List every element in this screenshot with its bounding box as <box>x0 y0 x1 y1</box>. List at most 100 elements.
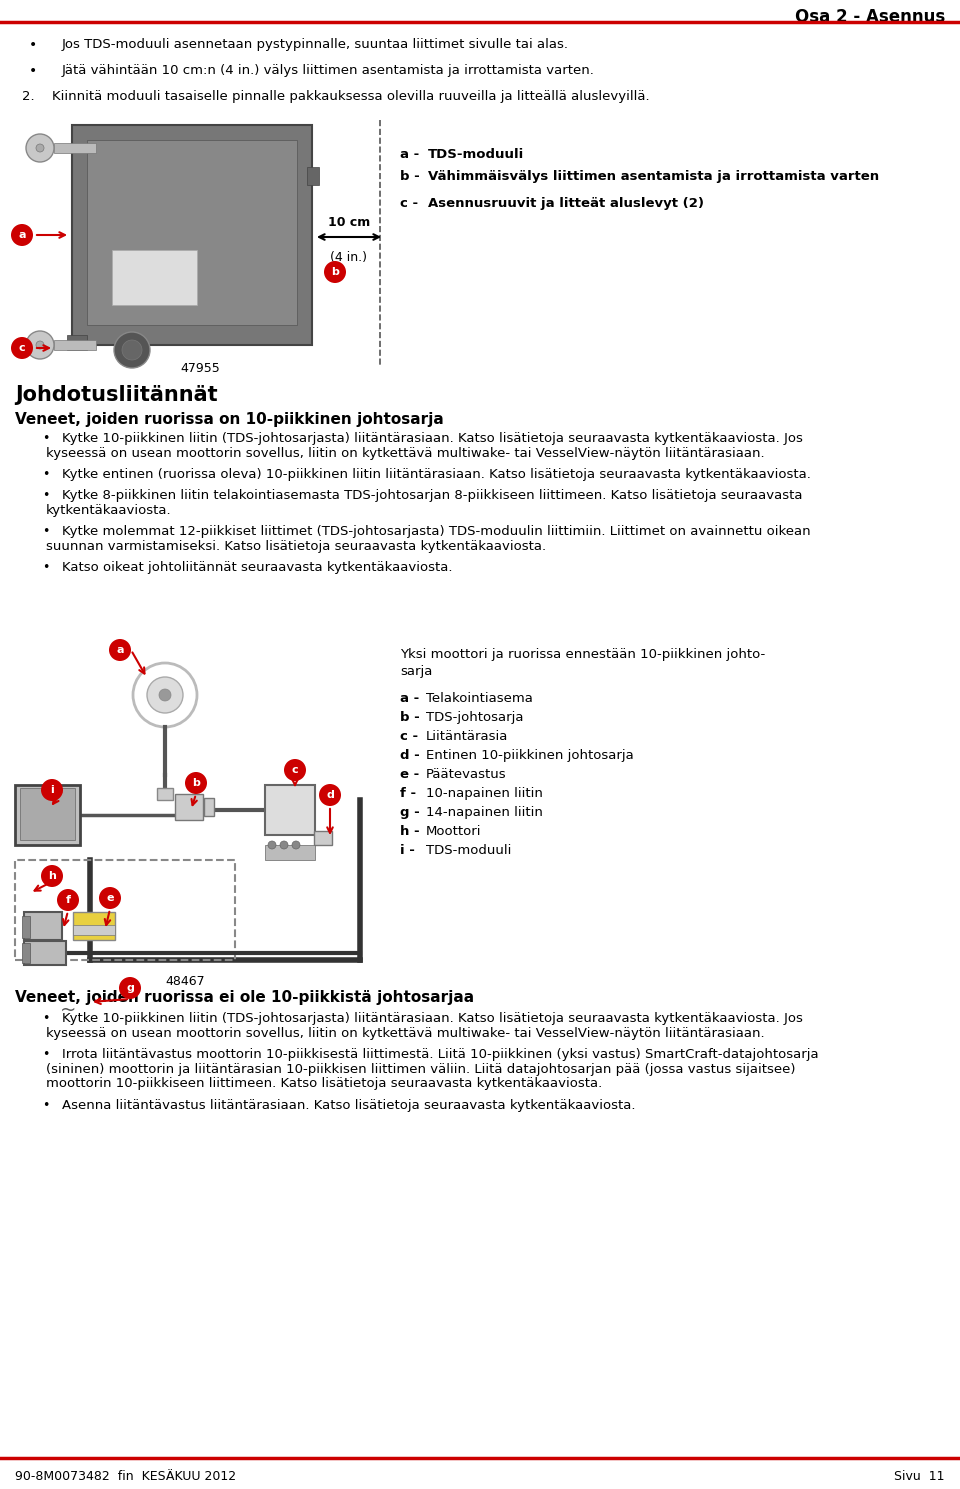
Text: b -: b - <box>400 170 420 183</box>
Text: c -: c - <box>400 730 419 743</box>
Bar <box>307 167 319 185</box>
Bar <box>24 941 66 965</box>
Text: •: • <box>42 468 50 481</box>
Text: i -: i - <box>400 844 415 858</box>
Text: •: • <box>42 1099 50 1111</box>
Text: Katso oikeat johtoliitännät seuraavasta kytkentäkaaviosta.: Katso oikeat johtoliitännät seuraavasta … <box>62 561 452 575</box>
Text: •: • <box>42 526 50 539</box>
Bar <box>204 798 214 816</box>
Circle shape <box>292 841 300 849</box>
Text: f -: f - <box>400 788 416 800</box>
Bar <box>87 140 297 325</box>
Text: 47955: 47955 <box>180 362 220 375</box>
Text: 90-8M0073482  fin  KESÄKUU 2012: 90-8M0073482 fin KESÄKUU 2012 <box>15 1470 236 1483</box>
Text: a: a <box>18 229 26 240</box>
Circle shape <box>109 639 131 661</box>
Text: a: a <box>116 645 124 655</box>
Text: b: b <box>192 777 200 788</box>
Circle shape <box>319 785 341 806</box>
Circle shape <box>114 332 150 368</box>
Text: 10 cm: 10 cm <box>328 216 371 229</box>
Text: b -: b - <box>400 712 420 724</box>
Text: Osa 2 - Asennus: Osa 2 - Asennus <box>795 7 945 25</box>
Circle shape <box>284 759 306 782</box>
Text: suunnan varmistamiseksi. Katso lisätietoja seuraavasta kytkentäkaaviosta.: suunnan varmistamiseksi. Katso lisätieto… <box>46 541 546 552</box>
Text: d: d <box>326 791 334 800</box>
Text: d -: d - <box>400 749 420 762</box>
Text: •: • <box>42 432 50 445</box>
Text: Yksi moottori ja ruorissa ennestään 10-piikkinen johto-: Yksi moottori ja ruorissa ennestään 10-p… <box>400 648 765 661</box>
Bar <box>175 794 203 820</box>
Text: kyseessä on usean moottorin sovellus, liitin on kytkettävä multiwake- tai Vessel: kyseessä on usean moottorin sovellus, li… <box>46 447 764 460</box>
Bar <box>72 125 312 345</box>
Bar <box>314 831 332 844</box>
Text: Entinen 10-piikkinen johtosarja: Entinen 10-piikkinen johtosarja <box>426 749 634 762</box>
Text: Veneet, joiden ruorissa ei ole 10-piikkistä johtosarjaa: Veneet, joiden ruorissa ei ole 10-piikki… <box>15 990 474 1005</box>
Text: 14-napainen liitin: 14-napainen liitin <box>426 806 542 819</box>
Circle shape <box>57 889 79 911</box>
Text: kytkentäkaaviosta.: kytkentäkaaviosta. <box>46 503 172 517</box>
Circle shape <box>26 134 54 162</box>
Bar <box>67 335 87 350</box>
Bar <box>265 785 315 835</box>
Bar <box>22 943 30 963</box>
Circle shape <box>268 841 276 849</box>
Bar <box>157 788 173 800</box>
Text: f: f <box>65 895 70 905</box>
Text: Veneet, joiden ruorissa on 10-piikkinen johtosarja: Veneet, joiden ruorissa on 10-piikkinen … <box>15 412 444 427</box>
Text: e: e <box>107 893 113 902</box>
Text: Liitäntärasia: Liitäntärasia <box>426 730 509 743</box>
Circle shape <box>119 977 141 999</box>
Text: Irrota liitäntävastus moottorin 10-piikkisestä liittimestä. Liitä 10-piikkinen (: Irrota liitäntävastus moottorin 10-piikk… <box>62 1048 819 1062</box>
Text: Jätä vähintään 10 cm:n (4 in.) välys liittimen asentamista ja irrottamista varte: Jätä vähintään 10 cm:n (4 in.) välys lii… <box>62 64 595 77</box>
Circle shape <box>11 223 33 246</box>
Text: •: • <box>29 64 37 77</box>
Circle shape <box>41 779 63 801</box>
Circle shape <box>122 339 142 360</box>
Text: moottorin 10-piikkiseen liittimeen. Katso lisätietoja seuraavasta kytkentäkaavio: moottorin 10-piikkiseen liittimeen. Kats… <box>46 1077 602 1090</box>
Text: Asenna liitäntävastus liitäntärasiaan. Katso lisätietoja seuraavasta kytkentäkaa: Asenna liitäntävastus liitäntärasiaan. K… <box>62 1099 636 1111</box>
Circle shape <box>36 341 44 348</box>
Bar <box>73 925 115 935</box>
Bar <box>54 143 96 153</box>
Text: •: • <box>29 39 37 52</box>
Text: Kytke 8-piikkinen liitin telakointiasemasta TDS-johtosarjan 8-piikkiseen liittim: Kytke 8-piikkinen liitin telakointiasema… <box>62 490 803 502</box>
Text: Sivu  11: Sivu 11 <box>895 1470 945 1483</box>
Text: TDS-moduuli: TDS-moduuli <box>428 147 524 161</box>
Circle shape <box>147 677 183 713</box>
Bar <box>112 250 197 305</box>
Text: kyseessä on usean moottorin sovellus, liitin on kytkettävä multiwake- tai Vessel: kyseessä on usean moottorin sovellus, li… <box>46 1026 764 1039</box>
Text: Jos TDS-moduuli asennetaan pystypinnalle, suuntaa liittimet sivulle tai alas.: Jos TDS-moduuli asennetaan pystypinnalle… <box>62 39 569 51</box>
Text: Johdotusliitännät: Johdotusliitännät <box>15 386 218 405</box>
Text: Telakointiasema: Telakointiasema <box>426 692 533 704</box>
Bar <box>15 861 235 960</box>
Bar <box>24 911 62 940</box>
Text: •: • <box>42 561 50 575</box>
Text: Asennusruuvit ja litteät aluslevyt (2): Asennusruuvit ja litteät aluslevyt (2) <box>428 197 704 210</box>
Bar <box>73 911 115 940</box>
Text: b: b <box>331 267 339 277</box>
Text: e -: e - <box>400 768 420 782</box>
Circle shape <box>36 144 44 152</box>
Bar <box>20 788 75 840</box>
Text: g: g <box>126 983 134 993</box>
Text: Kytke 10-piikkinen liitin (TDS-johtosarjasta) liitäntärasiaan. Katso lisätietoja: Kytke 10-piikkinen liitin (TDS-johtosarj… <box>62 1013 803 1024</box>
Circle shape <box>280 841 288 849</box>
Circle shape <box>185 771 207 794</box>
Text: (4 in.): (4 in.) <box>330 252 368 264</box>
Text: 48467: 48467 <box>165 975 204 989</box>
Text: c: c <box>292 765 299 774</box>
Bar <box>22 916 30 938</box>
Text: Kytke 10-piikkinen liitin (TDS-johtosarjasta) liitäntärasiaan. Katso lisätietoja: Kytke 10-piikkinen liitin (TDS-johtosarj… <box>62 432 803 445</box>
Text: g -: g - <box>400 806 420 819</box>
Text: TDS-johtosarja: TDS-johtosarja <box>426 712 523 724</box>
Text: c: c <box>18 342 25 353</box>
Circle shape <box>11 337 33 359</box>
Text: a -: a - <box>400 692 420 704</box>
Text: Kytke molemmat 12-piikkiset liittimet (TDS-johtosarjasta) TDS-moduulin liittimii: Kytke molemmat 12-piikkiset liittimet (T… <box>62 526 810 539</box>
Text: sarja: sarja <box>400 666 432 677</box>
Text: Kytke entinen (ruorissa oleva) 10-piikkinen liitin liitäntärasiaan. Katso lisäti: Kytke entinen (ruorissa oleva) 10-piikki… <box>62 468 811 481</box>
Circle shape <box>159 689 171 701</box>
Text: a -: a - <box>400 147 420 161</box>
Text: Päätevastus: Päätevastus <box>426 768 507 782</box>
